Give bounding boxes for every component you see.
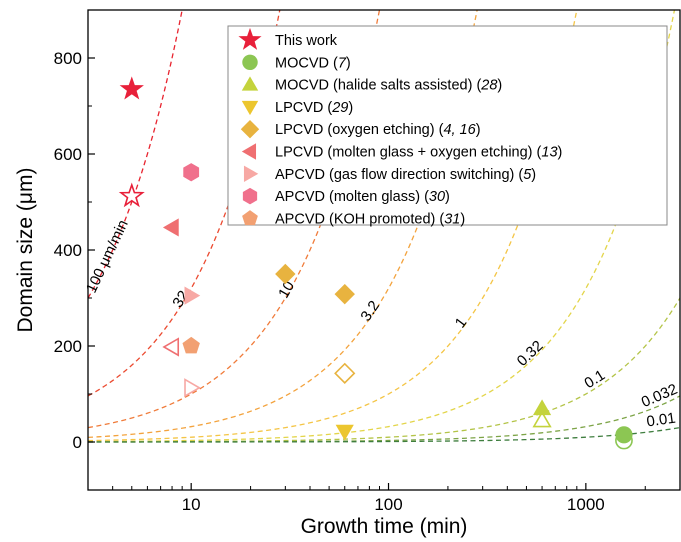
rate-line-label-3: 3.2: [357, 298, 383, 325]
point-1-filled-0: [615, 426, 633, 444]
legend-box: [227, 25, 668, 226]
legend-marker-3: [241, 100, 259, 116]
point-4-filled-0: [275, 263, 296, 285]
point-7-filled-0: [183, 163, 200, 182]
legend-label-6: APCVD (gas flow direction switching) (5): [275, 167, 536, 183]
legend-label-1: MOCVD (7): [275, 55, 351, 71]
legend-label-2: MOCVD (halide salts assisted) (28): [275, 78, 502, 94]
rate-line-label-5: 0.32: [514, 337, 547, 369]
legend-label-8: APCVD (KOH promoted) (31): [275, 211, 465, 227]
rate-line-label-8: 0.01: [645, 410, 676, 431]
rate-line-2: [88, 10, 381, 429]
y-tick-label-2: 400: [54, 241, 82, 260]
legend-marker-7: [242, 187, 258, 205]
x-tick-label-2: 1000: [567, 495, 605, 514]
point-2-filled-0: [532, 399, 552, 416]
y-axis-title: Domain size (μm): [14, 168, 37, 333]
rate-line-label-6: 0.1: [581, 367, 608, 393]
point-6-open-0: [184, 378, 201, 398]
legend-marker-0: [238, 27, 262, 50]
legend: This work MOCVD (7) MOCVD (halide salts as…: [227, 25, 668, 227]
rate-line-8: [88, 426, 680, 443]
point-0-open-0: [118, 182, 145, 208]
rate-line-label-2: 10: [275, 278, 298, 301]
rate-line-label-7: 0.032: [639, 381, 680, 411]
legend-label-4: LPCVD (oxygen etching) (4, 16): [275, 122, 481, 138]
point-5-open-0: [162, 337, 180, 357]
axis-ticks: 10 100 1000 0 200 400 600 800: [54, 49, 646, 514]
x-tick-label-1: 100: [374, 495, 402, 514]
point-3-filled-0: [335, 424, 354, 441]
rate-line-4: [88, 10, 578, 442]
legend-marker-8: [242, 210, 258, 226]
legend-marker-2: [241, 76, 259, 91]
rate-line-7: [88, 395, 680, 443]
data-points: [118, 76, 633, 450]
rate-line-0: [88, 10, 183, 299]
legend-label-5: LPCVD (molten glass + oxygen etching) (1…: [275, 145, 562, 161]
legend-marker-1: [242, 54, 258, 71]
point-8-filled-0: [182, 336, 200, 354]
rate-line-label-4: 1: [452, 314, 471, 331]
y-tick-label-0: 0: [73, 433, 82, 452]
point-4-filled-1: [334, 283, 355, 305]
x-axis-title: Growth time (min): [301, 515, 468, 538]
legend-marker-5: [241, 143, 257, 160]
point-6-filled-0: [184, 286, 201, 305]
rate-line-label-0: 100 μm/min: [83, 217, 132, 295]
legend-label-0: This work: [275, 33, 338, 49]
legend-marker-6: [243, 165, 259, 183]
legend-label-7: APCVD (molten glass) (30): [275, 189, 450, 205]
rate-line-6: [88, 297, 680, 443]
point-4-open-0: [334, 362, 356, 384]
x-tick-label-0: 10: [182, 495, 201, 514]
legend-marker-4: [240, 119, 260, 139]
y-tick-label-3: 600: [54, 145, 82, 164]
point-2-open-0: [532, 410, 552, 428]
rate-line-3: [88, 10, 478, 439]
legend-label-3: LPCVD (29): [275, 100, 353, 116]
point-0-filled-0: [119, 76, 144, 100]
point-5-filled-0: [162, 218, 179, 237]
y-tick-label-4: 800: [54, 49, 82, 68]
y-tick-label-1: 200: [54, 337, 82, 356]
